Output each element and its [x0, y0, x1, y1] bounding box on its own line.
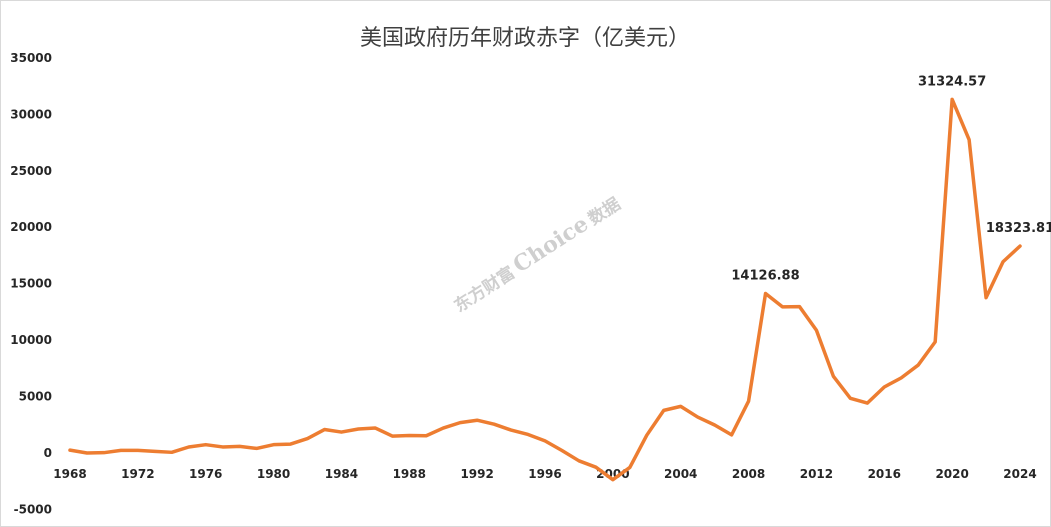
svg-text:东方财富Choice数据: 东方财富Choice数据	[448, 190, 625, 317]
x-tick-label: 2016	[868, 467, 901, 481]
watermark: 东方财富Choice数据	[448, 190, 625, 317]
chart-title: 美国政府历年财政赤字（亿美元）	[360, 26, 690, 51]
x-tick-label: 1988	[393, 467, 426, 481]
x-tick-label: 1968	[53, 467, 86, 481]
x-axis: 1968 1972 1976 1980 1984 1988 1992 1996 2000 2004…	[53, 467, 1036, 481]
data-labels: 14126.88 31324.57 18323.81	[731, 74, 1051, 283]
x-tick-label: 1996	[528, 467, 561, 481]
x-tick-label: 1984	[325, 467, 358, 481]
watermark-name: Choice	[509, 211, 594, 279]
x-tick-label: 2000	[596, 467, 629, 481]
y-tick-label: -5000	[14, 502, 52, 516]
y-tick-label: 5000	[19, 390, 52, 404]
x-tick-label: 2020	[935, 467, 968, 481]
y-tick-label: 15000	[10, 277, 52, 291]
x-tick-label: 1976	[189, 467, 222, 481]
series-line	[68, 97, 1022, 482]
y-tick-label: 20000	[10, 220, 52, 234]
y-tick-label: 10000	[10, 333, 52, 347]
y-tick-label: 0	[44, 446, 52, 460]
x-tick-label: 2012	[800, 467, 833, 481]
series-group	[68, 97, 1022, 482]
x-tick-label: 2004	[664, 467, 697, 481]
x-tick-label: 1980	[257, 467, 290, 481]
y-tick-label: 30000	[10, 107, 52, 121]
x-tick-label: 2024	[1003, 467, 1036, 481]
y-axis: 35000 30000 25000 20000 15000 10000 5000 0 -5000	[10, 51, 52, 517]
data-label: 14126.88	[731, 269, 799, 284]
watermark-brand: 东方财富	[450, 262, 518, 317]
y-tick-label: 25000	[10, 164, 52, 178]
data-label: 31324.57	[918, 74, 986, 89]
data-label: 18323.81	[986, 221, 1051, 236]
x-tick-label: 2008	[732, 467, 765, 481]
y-tick-label: 35000	[10, 51, 52, 65]
watermark-suffix: 数据	[584, 193, 624, 229]
x-tick-label: 1972	[121, 467, 154, 481]
x-tick-label: 1992	[460, 467, 493, 481]
